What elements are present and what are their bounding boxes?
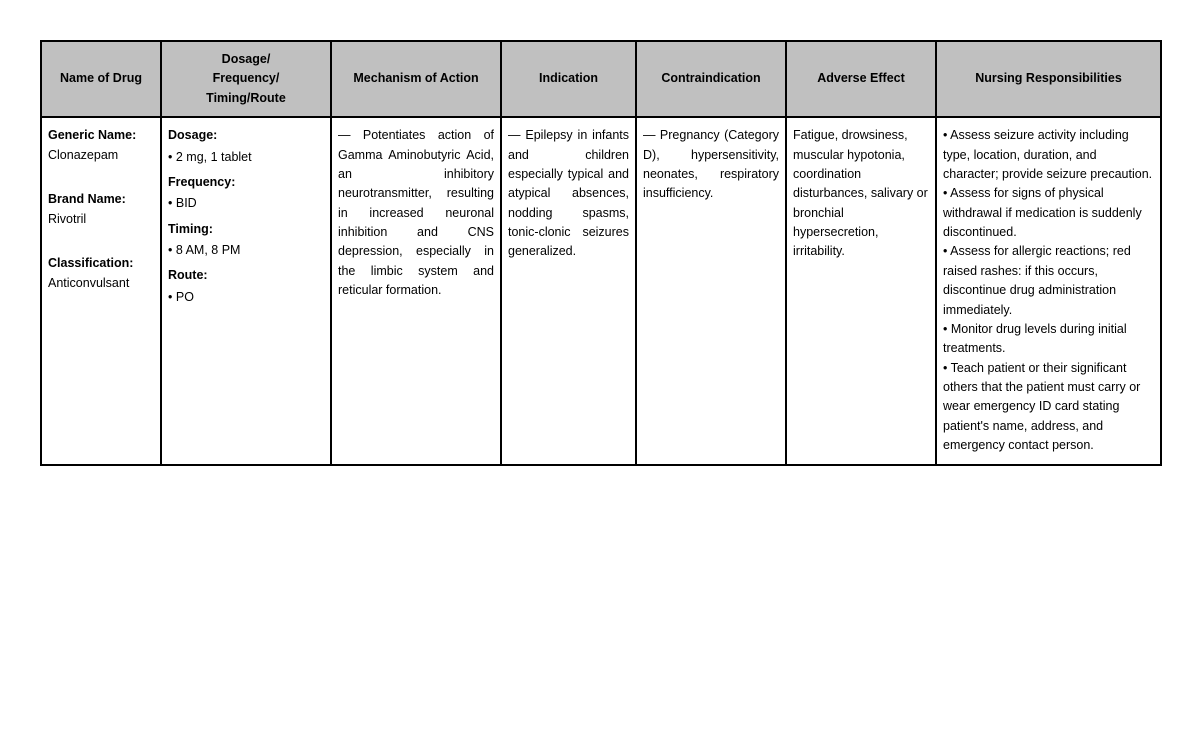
classification-value: Anticonvulsant (48, 276, 129, 290)
table-row: Generic Name: Clonazepam Brand Name: Riv… (41, 117, 1161, 464)
header-moa: Mechanism of Action (331, 41, 501, 117)
route-value: PO (168, 288, 324, 307)
drug-info-table: Name of Drug Dosage/ Frequency/ Timing/R… (40, 40, 1162, 466)
header-adverse: Adverse Effect (786, 41, 936, 117)
route-label: Route: (168, 266, 324, 285)
nursing-item: Assess for allergic reactions; red raise… (943, 242, 1154, 320)
frequency-value: BID (168, 194, 324, 213)
cell-contra: — Pregnancy (Category D), hypersensitivi… (636, 117, 786, 464)
cell-moa: — Potentiates action of Gamma Aminobutyr… (331, 117, 501, 464)
nursing-item: Teach patient or their significant other… (943, 359, 1154, 456)
header-contra: Contraindication (636, 41, 786, 117)
dosage-value: 2 mg, 1 tablet (168, 148, 324, 167)
nursing-list: Assess seizure activity including type, … (943, 126, 1154, 455)
nursing-item: Assess seizure activity including type, … (943, 126, 1154, 184)
table-header-row: Name of Drug Dosage/ Frequency/ Timing/R… (41, 41, 1161, 117)
dosage-label: Dosage: (168, 126, 324, 145)
header-name: Name of Drug (41, 41, 161, 117)
frequency-label: Frequency: (168, 173, 324, 192)
header-indication: Indication (501, 41, 636, 117)
header-dosage: Dosage/ Frequency/ Timing/Route (161, 41, 331, 117)
timing-value: 8 AM, 8 PM (168, 241, 324, 260)
cell-dosage: Dosage: 2 mg, 1 tablet Frequency: BID Ti… (161, 117, 331, 464)
generic-name-value: Clonazepam (48, 148, 118, 162)
generic-name-label: Generic Name: (48, 126, 154, 145)
cell-adverse: Fatigue, drowsiness, muscular hypotonia,… (786, 117, 936, 464)
header-nursing: Nursing Responsibilities (936, 41, 1161, 117)
cell-indication: — Epilepsy in infants and children espec… (501, 117, 636, 464)
nursing-item: Assess for signs of physical withdrawal … (943, 184, 1154, 242)
cell-nursing: Assess seizure activity including type, … (936, 117, 1161, 464)
nursing-item: Monitor drug levels during initial treat… (943, 320, 1154, 359)
cell-name: Generic Name: Clonazepam Brand Name: Riv… (41, 117, 161, 464)
brand-name-value: Rivotril (48, 212, 86, 226)
classification-label: Classification: (48, 254, 154, 273)
brand-name-label: Brand Name: (48, 190, 154, 209)
timing-label: Timing: (168, 220, 324, 239)
